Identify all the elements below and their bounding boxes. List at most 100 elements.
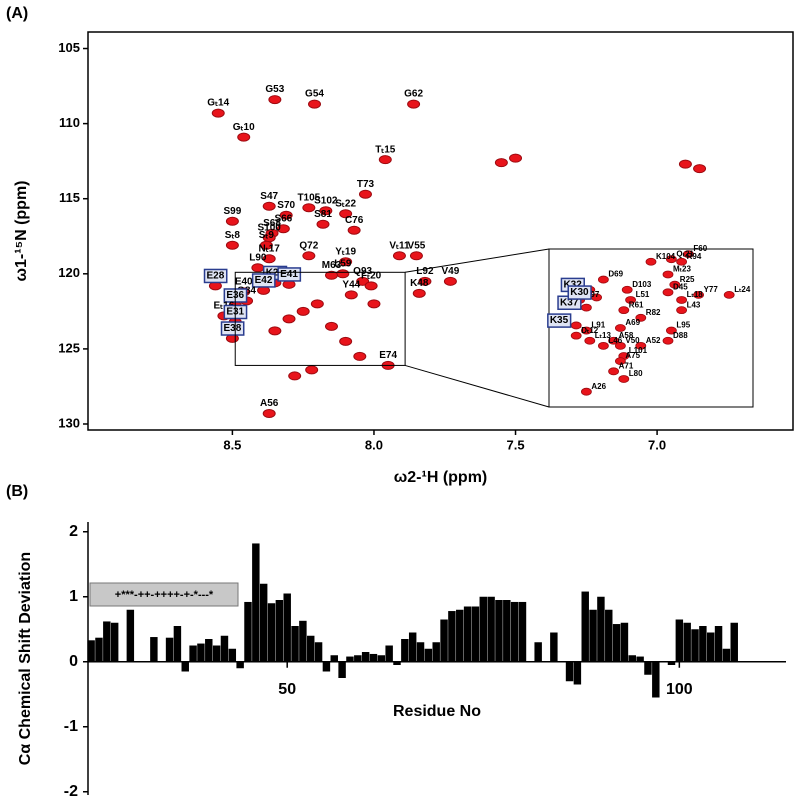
peak-label: S66 xyxy=(274,213,292,224)
connector xyxy=(405,248,550,273)
bar xyxy=(244,601,252,662)
x-tick-label: 50 xyxy=(278,681,296,698)
peak-label: Q93 xyxy=(353,266,372,277)
bar xyxy=(322,661,331,672)
inset-peak-label: R61 xyxy=(629,300,644,309)
bar xyxy=(644,661,652,675)
bar xyxy=(416,642,425,662)
peak-label: S70 xyxy=(277,200,295,211)
peak xyxy=(509,153,523,163)
peak-label: E28 xyxy=(207,270,225,281)
bar xyxy=(110,622,119,662)
peak-label: Sₜ22 xyxy=(335,198,356,209)
bar xyxy=(550,632,558,662)
peak xyxy=(237,132,251,142)
peak xyxy=(407,99,421,109)
peak xyxy=(443,276,457,286)
bar xyxy=(471,606,480,662)
bar xyxy=(589,609,597,662)
peak-label: E41 xyxy=(280,269,298,280)
peak xyxy=(344,290,358,300)
inset-peak xyxy=(584,336,596,345)
inset-peak xyxy=(581,326,592,335)
inset-peak-label: A75 xyxy=(625,351,640,360)
peak-label: S102 xyxy=(314,195,338,206)
peak-label: K29 xyxy=(266,267,285,278)
inset-peak-label: K104 xyxy=(656,252,676,261)
peak-label: K48 xyxy=(410,278,429,289)
inset-peak-label: L43 xyxy=(687,300,701,309)
inset-peak xyxy=(666,255,677,264)
bar xyxy=(714,626,723,662)
peak-label: Nₜ17 xyxy=(259,243,281,254)
y-tick-label: 110 xyxy=(59,115,80,130)
bar xyxy=(424,648,433,662)
bar xyxy=(307,635,315,662)
inset-peak-label: Y77 xyxy=(704,285,719,294)
bar xyxy=(103,621,111,662)
inset-peak-label: D88 xyxy=(673,331,688,340)
bar xyxy=(299,620,307,662)
peak-label: S81 xyxy=(314,209,332,220)
inset-peak-label: A58 xyxy=(619,331,634,340)
bar xyxy=(448,611,456,662)
panel-label: (A) xyxy=(6,5,28,22)
peak-label: G53 xyxy=(265,84,284,95)
bar xyxy=(495,600,503,662)
peak-label: Vₜ11 xyxy=(389,240,410,251)
annotation: +***-++-++++-+-*---* xyxy=(115,589,214,601)
inset-peak xyxy=(635,313,647,322)
peak xyxy=(392,251,406,261)
inset-peak-label: Lₜ13 xyxy=(595,331,612,340)
peak xyxy=(324,270,338,280)
bar xyxy=(691,629,699,662)
peak xyxy=(324,321,338,331)
bar xyxy=(534,642,542,662)
label-box xyxy=(547,313,572,328)
peak-label: Gₜ10 xyxy=(233,122,255,133)
bar xyxy=(440,619,448,662)
peak-label: E74 xyxy=(379,350,397,361)
peak-label: Fₜ20 xyxy=(361,270,382,281)
inset-peak xyxy=(621,285,633,294)
inset-peak xyxy=(598,275,609,284)
bar xyxy=(636,656,644,662)
peak xyxy=(409,251,423,261)
bar xyxy=(150,637,158,662)
bar xyxy=(628,655,637,662)
bar xyxy=(385,645,393,662)
bar xyxy=(377,655,386,662)
inset-peak-label: L51 xyxy=(636,290,650,299)
bar xyxy=(275,600,284,662)
inset-peak xyxy=(625,296,636,304)
peak-label: G62 xyxy=(404,89,423,100)
peak xyxy=(378,155,392,165)
inset-peak xyxy=(666,326,677,335)
peak-label: M63 xyxy=(322,260,342,271)
peak xyxy=(288,371,302,381)
bar xyxy=(338,661,346,678)
peak-label: C76 xyxy=(345,215,364,226)
peak-label: E42 xyxy=(255,275,273,286)
peak-label: T73 xyxy=(357,179,375,190)
peak xyxy=(339,257,353,267)
bar xyxy=(197,643,205,662)
peak xyxy=(251,263,265,273)
inset-peak xyxy=(693,290,704,299)
inset-peak xyxy=(662,288,674,297)
inset-peak xyxy=(598,341,609,350)
peak xyxy=(678,159,692,169)
inset-peak-label: L95 xyxy=(676,321,690,330)
peak-label: Yₜ19 xyxy=(335,246,356,257)
inset-peak xyxy=(723,290,735,299)
inset-peak-label: K32 xyxy=(563,279,582,290)
bar xyxy=(346,656,354,662)
peak xyxy=(282,314,296,324)
peak xyxy=(364,281,378,291)
inset-peak-label: L46 xyxy=(608,336,622,345)
peak xyxy=(494,158,508,168)
y-tick-label: -1 xyxy=(64,718,78,735)
peak xyxy=(211,108,225,118)
inset-peak xyxy=(618,306,630,315)
